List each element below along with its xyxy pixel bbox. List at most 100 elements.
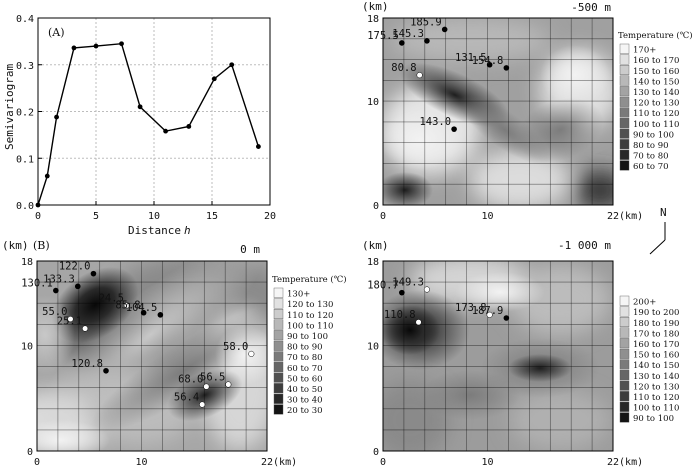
legend-label: 80 to 90 xyxy=(287,343,323,353)
map-1000m-contours xyxy=(383,261,613,451)
well-marker xyxy=(424,38,430,44)
y-tick-label: 0.0 xyxy=(16,201,34,212)
legend-label: 160 to 170 xyxy=(633,56,679,66)
y-tick-label: 0 xyxy=(373,201,379,212)
legend-label: 170+ xyxy=(633,46,656,56)
legend-label: 180 to 190 xyxy=(633,319,679,329)
legend-swatch xyxy=(619,86,630,97)
x-axis-label-text: Distance xyxy=(128,224,181,237)
well-temperature-label: 185.9 xyxy=(410,16,442,28)
x-tick-label: 0 xyxy=(380,211,386,222)
legend-swatch xyxy=(273,330,284,341)
semivariogram-point xyxy=(35,202,41,208)
semivariogram-point xyxy=(119,41,124,47)
legend-swatch xyxy=(273,287,284,298)
well-temperature-label: 55.0 xyxy=(42,306,67,318)
well-marker xyxy=(486,311,493,318)
y-tick-label: 0 xyxy=(27,447,33,458)
well-temperature-label: 175.5 xyxy=(367,30,399,42)
map-500m-units: (km) xyxy=(362,0,389,13)
well-temperature-label: 130.1 xyxy=(21,278,53,290)
well-marker xyxy=(415,319,422,326)
y-tick-label: 10 xyxy=(21,341,33,352)
well-marker xyxy=(423,286,430,293)
legend-label: 30 to 40 xyxy=(287,396,323,406)
legend-label: 190 to 200 xyxy=(633,308,679,318)
y-axis-label: Semivariogram xyxy=(3,64,16,150)
legend-label: 140 to 150 xyxy=(633,77,679,87)
legend-swatch xyxy=(619,128,630,139)
legend-swatch xyxy=(273,351,284,362)
map-0m-grid xyxy=(37,261,267,451)
legend-label: 100 to 110 xyxy=(287,321,333,331)
semivariogram-point xyxy=(137,104,143,110)
legend-label: 70 to 80 xyxy=(633,152,669,162)
legend-label: 130 to 140 xyxy=(633,88,679,98)
semivariogram-point xyxy=(163,128,169,134)
well-temperature-label: 180.7 xyxy=(367,280,399,292)
well-temperature-label: 56.5 xyxy=(200,372,225,384)
legend-label: 70 to 80 xyxy=(287,353,323,363)
well-temperature-label: 80.8 xyxy=(391,62,416,74)
legend-swatch xyxy=(273,372,284,383)
legend-swatch xyxy=(619,149,630,160)
x-tick-label: 22(km) xyxy=(607,211,643,222)
map-500m-tick-labels: 0 10 22(km) 0 10 18 xyxy=(367,14,643,222)
well-temperature-label: 143.0 xyxy=(419,116,451,128)
legend-swatch xyxy=(619,64,630,75)
well-temperature-label: 56.4 xyxy=(174,392,199,404)
y-tick-label: 0.1 xyxy=(16,154,34,165)
y-tick-label: 18 xyxy=(367,257,379,268)
legend-label: 170 to 180 xyxy=(633,329,679,339)
well-marker xyxy=(53,287,59,294)
well-temperature-label: 131.5 xyxy=(455,52,487,64)
legend-swatch xyxy=(273,298,284,309)
x-tick-label: 22(km) xyxy=(607,457,643,468)
well-temperature-label: 154.8 xyxy=(472,55,504,67)
legend-label: 110 to 120 xyxy=(633,393,679,403)
semivariogram-series xyxy=(35,41,261,208)
legend-label: 100 to 110 xyxy=(633,404,679,414)
legend-label: 120 to 130 xyxy=(633,382,679,392)
well-marker xyxy=(67,316,74,323)
legend-swatch xyxy=(273,393,284,404)
map-0m-depth: 0 m xyxy=(240,243,260,256)
well-marker xyxy=(103,367,109,374)
x-tick-label: 5 xyxy=(93,211,99,222)
well-temperature-label: 25.1 xyxy=(57,316,82,328)
legend-label: 50 to 60 xyxy=(287,374,323,384)
legend-label: 160 to 170 xyxy=(633,340,679,350)
semivariogram-point xyxy=(93,43,99,49)
x-tick-label: 10 xyxy=(148,211,160,222)
well-marker xyxy=(399,40,405,46)
legend-swatch xyxy=(619,160,630,171)
well-marker xyxy=(399,289,405,296)
legend-label: 60 to 70 xyxy=(287,364,323,374)
x-tick-label: 15 xyxy=(206,211,218,222)
legend-swatch xyxy=(619,391,630,402)
well-temperature-label: 149.3 xyxy=(392,277,424,289)
map-1000m-units: (km) xyxy=(362,239,389,252)
map-500m-contours xyxy=(383,18,613,205)
legend-label: 100 to 110 xyxy=(633,120,679,130)
x-tick-label: 10 xyxy=(136,457,148,468)
legend-label: 200+ xyxy=(633,298,656,308)
well-temperature-label: 145.3 xyxy=(392,28,424,40)
well-temperature-label: 104.5 xyxy=(126,302,158,314)
legend-label: 110 to 120 xyxy=(633,109,679,119)
legend-label: 150 to 160 xyxy=(633,67,679,77)
legend-label: 120 to 130 xyxy=(633,99,679,109)
well-temperature-label: 122.0 xyxy=(59,261,91,273)
legend-label: 120 to 130 xyxy=(287,300,333,310)
semivariogram-panel: (A) 0 5 10 15 20 0.0 0.1 0.2 0.3 0.4 Distance h Se… xyxy=(3,14,276,237)
legend-swatch xyxy=(619,401,630,412)
north-label: N xyxy=(660,206,667,219)
legend-swatch xyxy=(619,54,630,65)
map-500m-panel: (km) -500 m 0 10 22(km) 0 10 18 175.5 185.9145… xyxy=(362,0,693,222)
